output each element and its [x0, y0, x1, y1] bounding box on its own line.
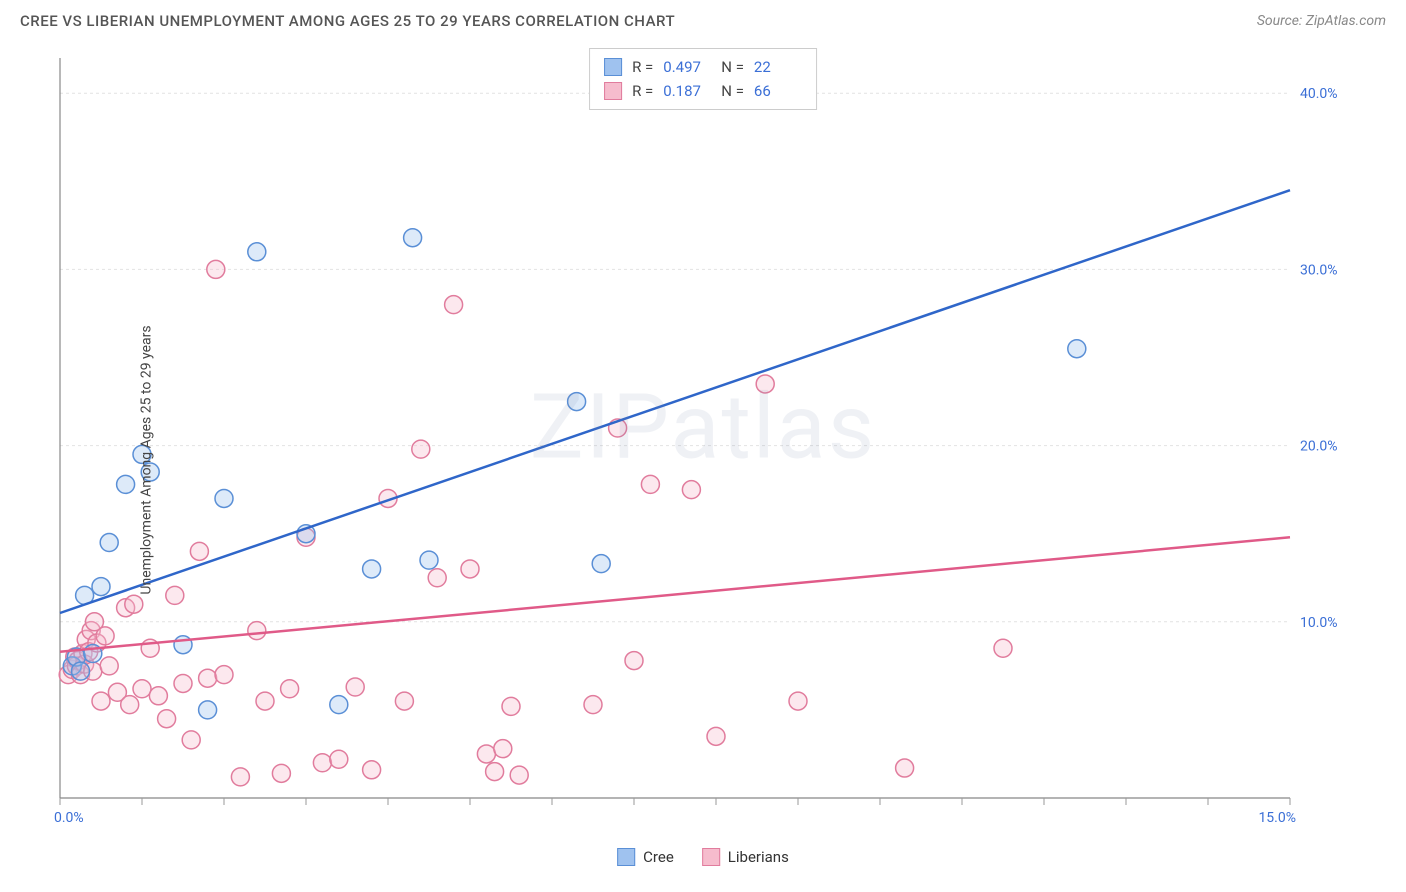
- data-point: [117, 475, 135, 493]
- source-attribution: Source: ZipAtlas.com: [1257, 13, 1386, 29]
- bottom-legend: Cree Liberians: [617, 848, 789, 866]
- data-point: [158, 710, 176, 728]
- data-point: [207, 260, 225, 278]
- data-point: [121, 696, 139, 714]
- data-point: [789, 692, 807, 710]
- data-point: [395, 692, 413, 710]
- data-point: [256, 692, 274, 710]
- data-point: [215, 489, 233, 507]
- data-point: [125, 595, 143, 613]
- data-point: [486, 763, 504, 781]
- y-tick-label: 30.0%: [1300, 262, 1338, 278]
- data-point: [707, 727, 725, 745]
- n-label: N =: [721, 79, 744, 103]
- data-point: [272, 764, 290, 782]
- x-tick-label: 0.0%: [54, 810, 84, 826]
- data-point: [592, 555, 610, 573]
- swatch-cree: [604, 58, 622, 76]
- data-point: [363, 761, 381, 779]
- data-point: [682, 481, 700, 499]
- data-point: [896, 759, 914, 777]
- y-tick-label: 10.0%: [1300, 615, 1338, 631]
- stats-row-liberians: R = 0.187 N = 66: [604, 79, 802, 103]
- data-point: [461, 560, 479, 578]
- data-point: [584, 696, 602, 714]
- legend-item-cree: Cree: [617, 848, 674, 866]
- swatch-liberians: [604, 82, 622, 100]
- chart-container: Unemployment Among Ages 25 to 29 years Z…: [20, 48, 1386, 872]
- data-point: [231, 768, 249, 786]
- data-point: [494, 740, 512, 758]
- data-point: [248, 243, 266, 261]
- swatch-liberians: [702, 848, 720, 866]
- data-point: [346, 678, 364, 696]
- data-point: [477, 745, 495, 763]
- data-point: [100, 657, 118, 675]
- liberians-n-value: 66: [754, 79, 802, 103]
- data-point: [404, 229, 422, 247]
- data-point: [510, 766, 528, 784]
- data-point: [182, 731, 200, 749]
- data-point: [149, 687, 167, 705]
- scatter-plot: 10.0% 20.0% 30.0% 40.0% 0.0% 15.0%: [20, 48, 1360, 848]
- data-point: [313, 754, 331, 772]
- data-point: [330, 696, 348, 714]
- data-point: [428, 569, 446, 587]
- data-point: [215, 666, 233, 684]
- data-point: [190, 542, 208, 560]
- data-point: [248, 622, 266, 640]
- y-axis-label: Unemployment Among Ages 25 to 29 years: [139, 325, 155, 594]
- chart-title: CREE VS LIBERIAN UNEMPLOYMENT AMONG AGES…: [20, 12, 675, 30]
- y-tick-label: 40.0%: [1300, 86, 1338, 102]
- trend-line: [60, 537, 1290, 652]
- swatch-cree: [617, 848, 635, 866]
- data-point: [420, 551, 438, 569]
- data-point: [412, 440, 430, 458]
- data-point: [281, 680, 299, 698]
- data-point: [502, 697, 520, 715]
- r-label: R =: [632, 79, 653, 103]
- y-tick-label: 20.0%: [1300, 439, 1338, 455]
- data-point: [445, 296, 463, 314]
- data-point: [363, 560, 381, 578]
- x-tick-label: 15.0%: [1258, 810, 1296, 826]
- data-point: [166, 586, 184, 604]
- data-point: [1068, 340, 1086, 358]
- data-point: [72, 662, 90, 680]
- legend-label-liberians: Liberians: [728, 848, 789, 866]
- data-point: [100, 534, 118, 552]
- data-point: [174, 636, 192, 654]
- data-point: [994, 639, 1012, 657]
- n-label: N =: [721, 55, 744, 79]
- data-point: [199, 701, 217, 719]
- data-point: [92, 692, 110, 710]
- data-point: [625, 652, 643, 670]
- liberians-r-value: 0.187: [663, 79, 711, 103]
- data-point: [641, 475, 659, 493]
- trend-line: [60, 190, 1290, 613]
- data-point: [199, 669, 217, 687]
- data-point: [330, 750, 348, 768]
- legend-label-cree: Cree: [643, 848, 674, 866]
- data-point: [96, 627, 114, 645]
- data-point: [756, 375, 774, 393]
- r-label: R =: [632, 55, 653, 79]
- stats-legend-box: R = 0.497 N = 22 R = 0.187 N = 66: [589, 48, 817, 110]
- stats-row-cree: R = 0.497 N = 22: [604, 55, 802, 79]
- data-point: [174, 674, 192, 692]
- data-point: [133, 680, 151, 698]
- legend-item-liberians: Liberians: [702, 848, 789, 866]
- data-point: [568, 393, 586, 411]
- cree-n-value: 22: [754, 55, 802, 79]
- data-point: [92, 578, 110, 596]
- cree-r-value: 0.497: [663, 55, 711, 79]
